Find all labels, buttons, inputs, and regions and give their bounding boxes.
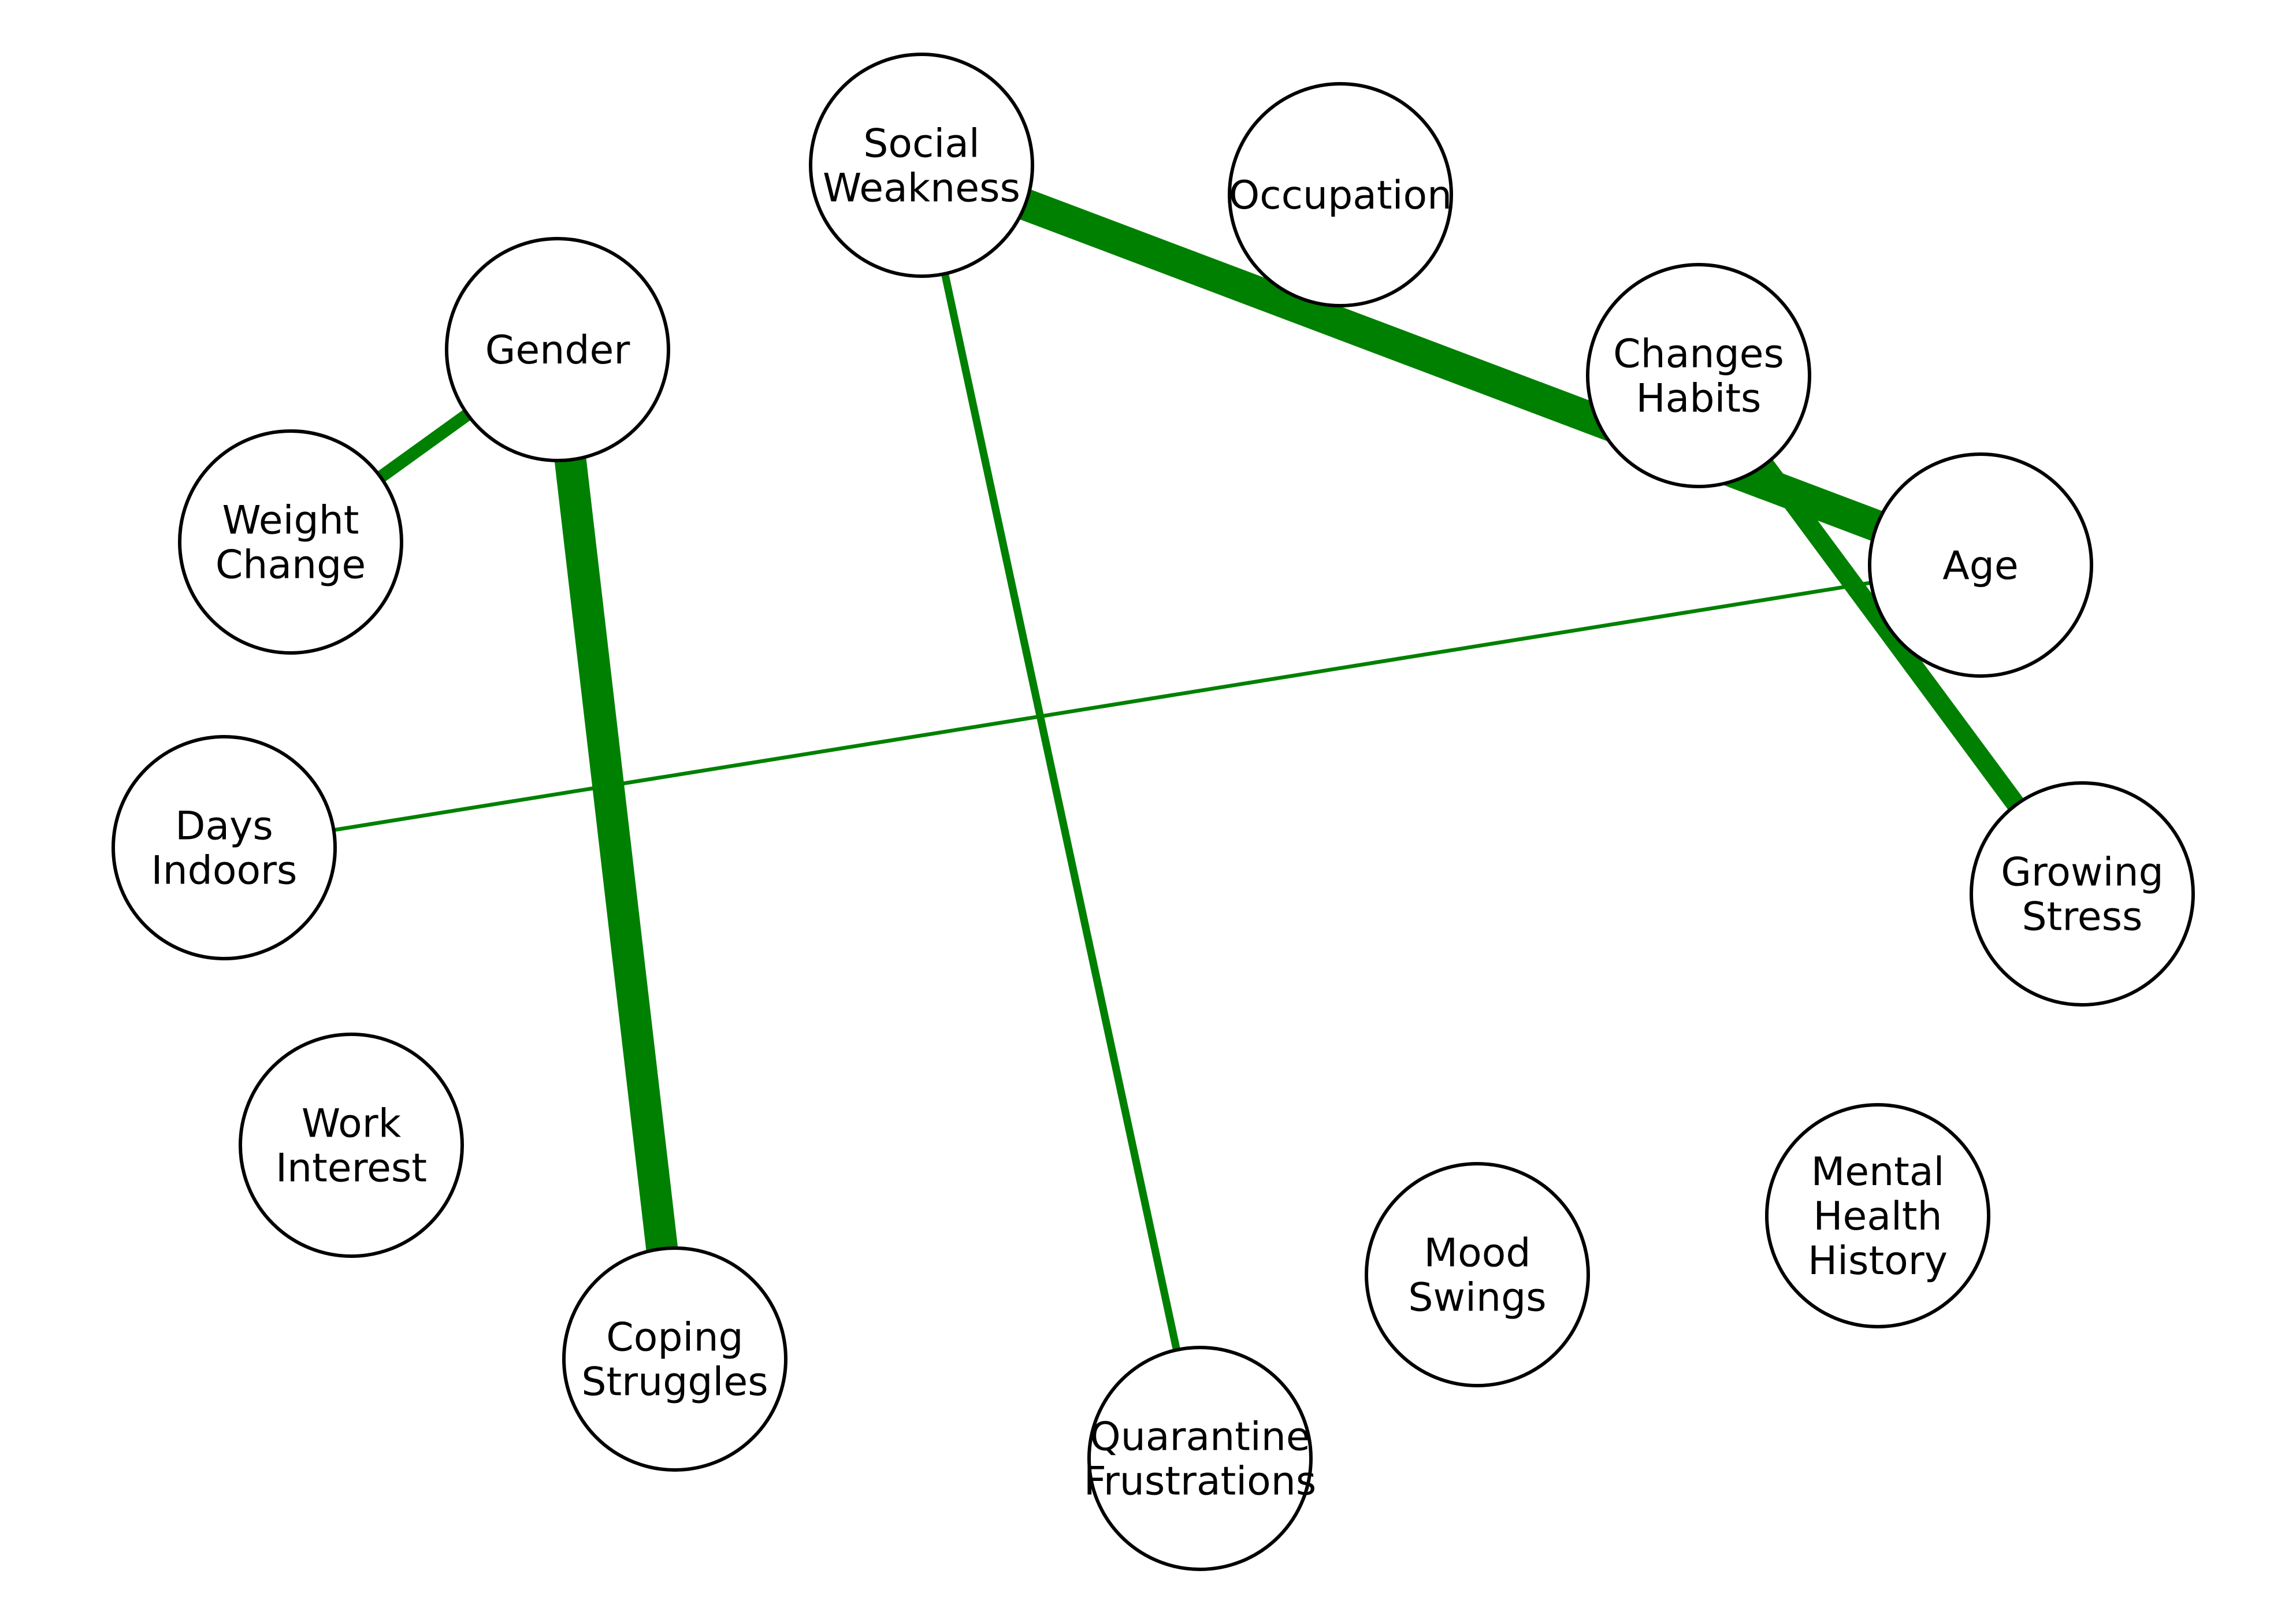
node-circle	[1087, 1346, 1313, 1571]
node-label: Growing	[2001, 850, 2164, 896]
node-label: Social	[863, 121, 980, 167]
node-label: Mood	[1424, 1231, 1530, 1276]
node-circle	[562, 1246, 787, 1472]
node-label: Mental	[1811, 1149, 1945, 1195]
edge-social_weakness-quarantine_frustrations	[917, 164, 1204, 1460]
node-label: Swings	[1408, 1275, 1546, 1321]
node-label: Quarantine	[1090, 1414, 1310, 1460]
node-circle	[1868, 452, 2093, 678]
node-label: Work	[302, 1101, 402, 1147]
edge-gender-coping_struggles	[541, 347, 691, 1361]
node-occupation: Occupation	[1228, 82, 1453, 307]
node-label: Struggles	[581, 1360, 768, 1405]
node-label: Habits	[1636, 376, 1762, 422]
node-label: Coping	[606, 1315, 743, 1361]
node-label: Occupation	[1229, 173, 1452, 218]
node-label: Frustrations	[1084, 1459, 1317, 1505]
node-label: Health	[1813, 1194, 1942, 1239]
node-circle	[1228, 82, 1453, 307]
node-label: Days	[175, 804, 273, 849]
node-label: Interest	[276, 1146, 427, 1191]
node-label: Changes	[1613, 332, 1784, 377]
node-circle	[1970, 781, 2195, 1007]
node-circle	[1365, 1162, 1590, 1387]
node-label: Weakness	[823, 166, 1020, 211]
edge-social_weakness-age	[916, 150, 1986, 580]
node-circle	[1765, 1103, 1990, 1328]
node-circle	[1586, 263, 1811, 488]
node-label: Weight	[222, 498, 359, 544]
node-label: History	[1808, 1238, 1948, 1284]
node-age: Age	[1868, 452, 2093, 678]
node-label: Gender	[485, 328, 630, 373]
node-circle	[809, 53, 1034, 278]
node-gender: Gender	[445, 237, 670, 462]
node-label: Age	[1942, 543, 2019, 589]
node-circle	[112, 735, 337, 960]
node-label: Stress	[2022, 894, 2143, 940]
node-circle	[239, 1033, 464, 1258]
node-label: Indoors	[151, 848, 298, 894]
node-circle	[178, 429, 403, 655]
node-circle	[445, 237, 670, 462]
edge-days_indoors-age	[224, 563, 1981, 850]
node-label: Change	[216, 543, 366, 588]
